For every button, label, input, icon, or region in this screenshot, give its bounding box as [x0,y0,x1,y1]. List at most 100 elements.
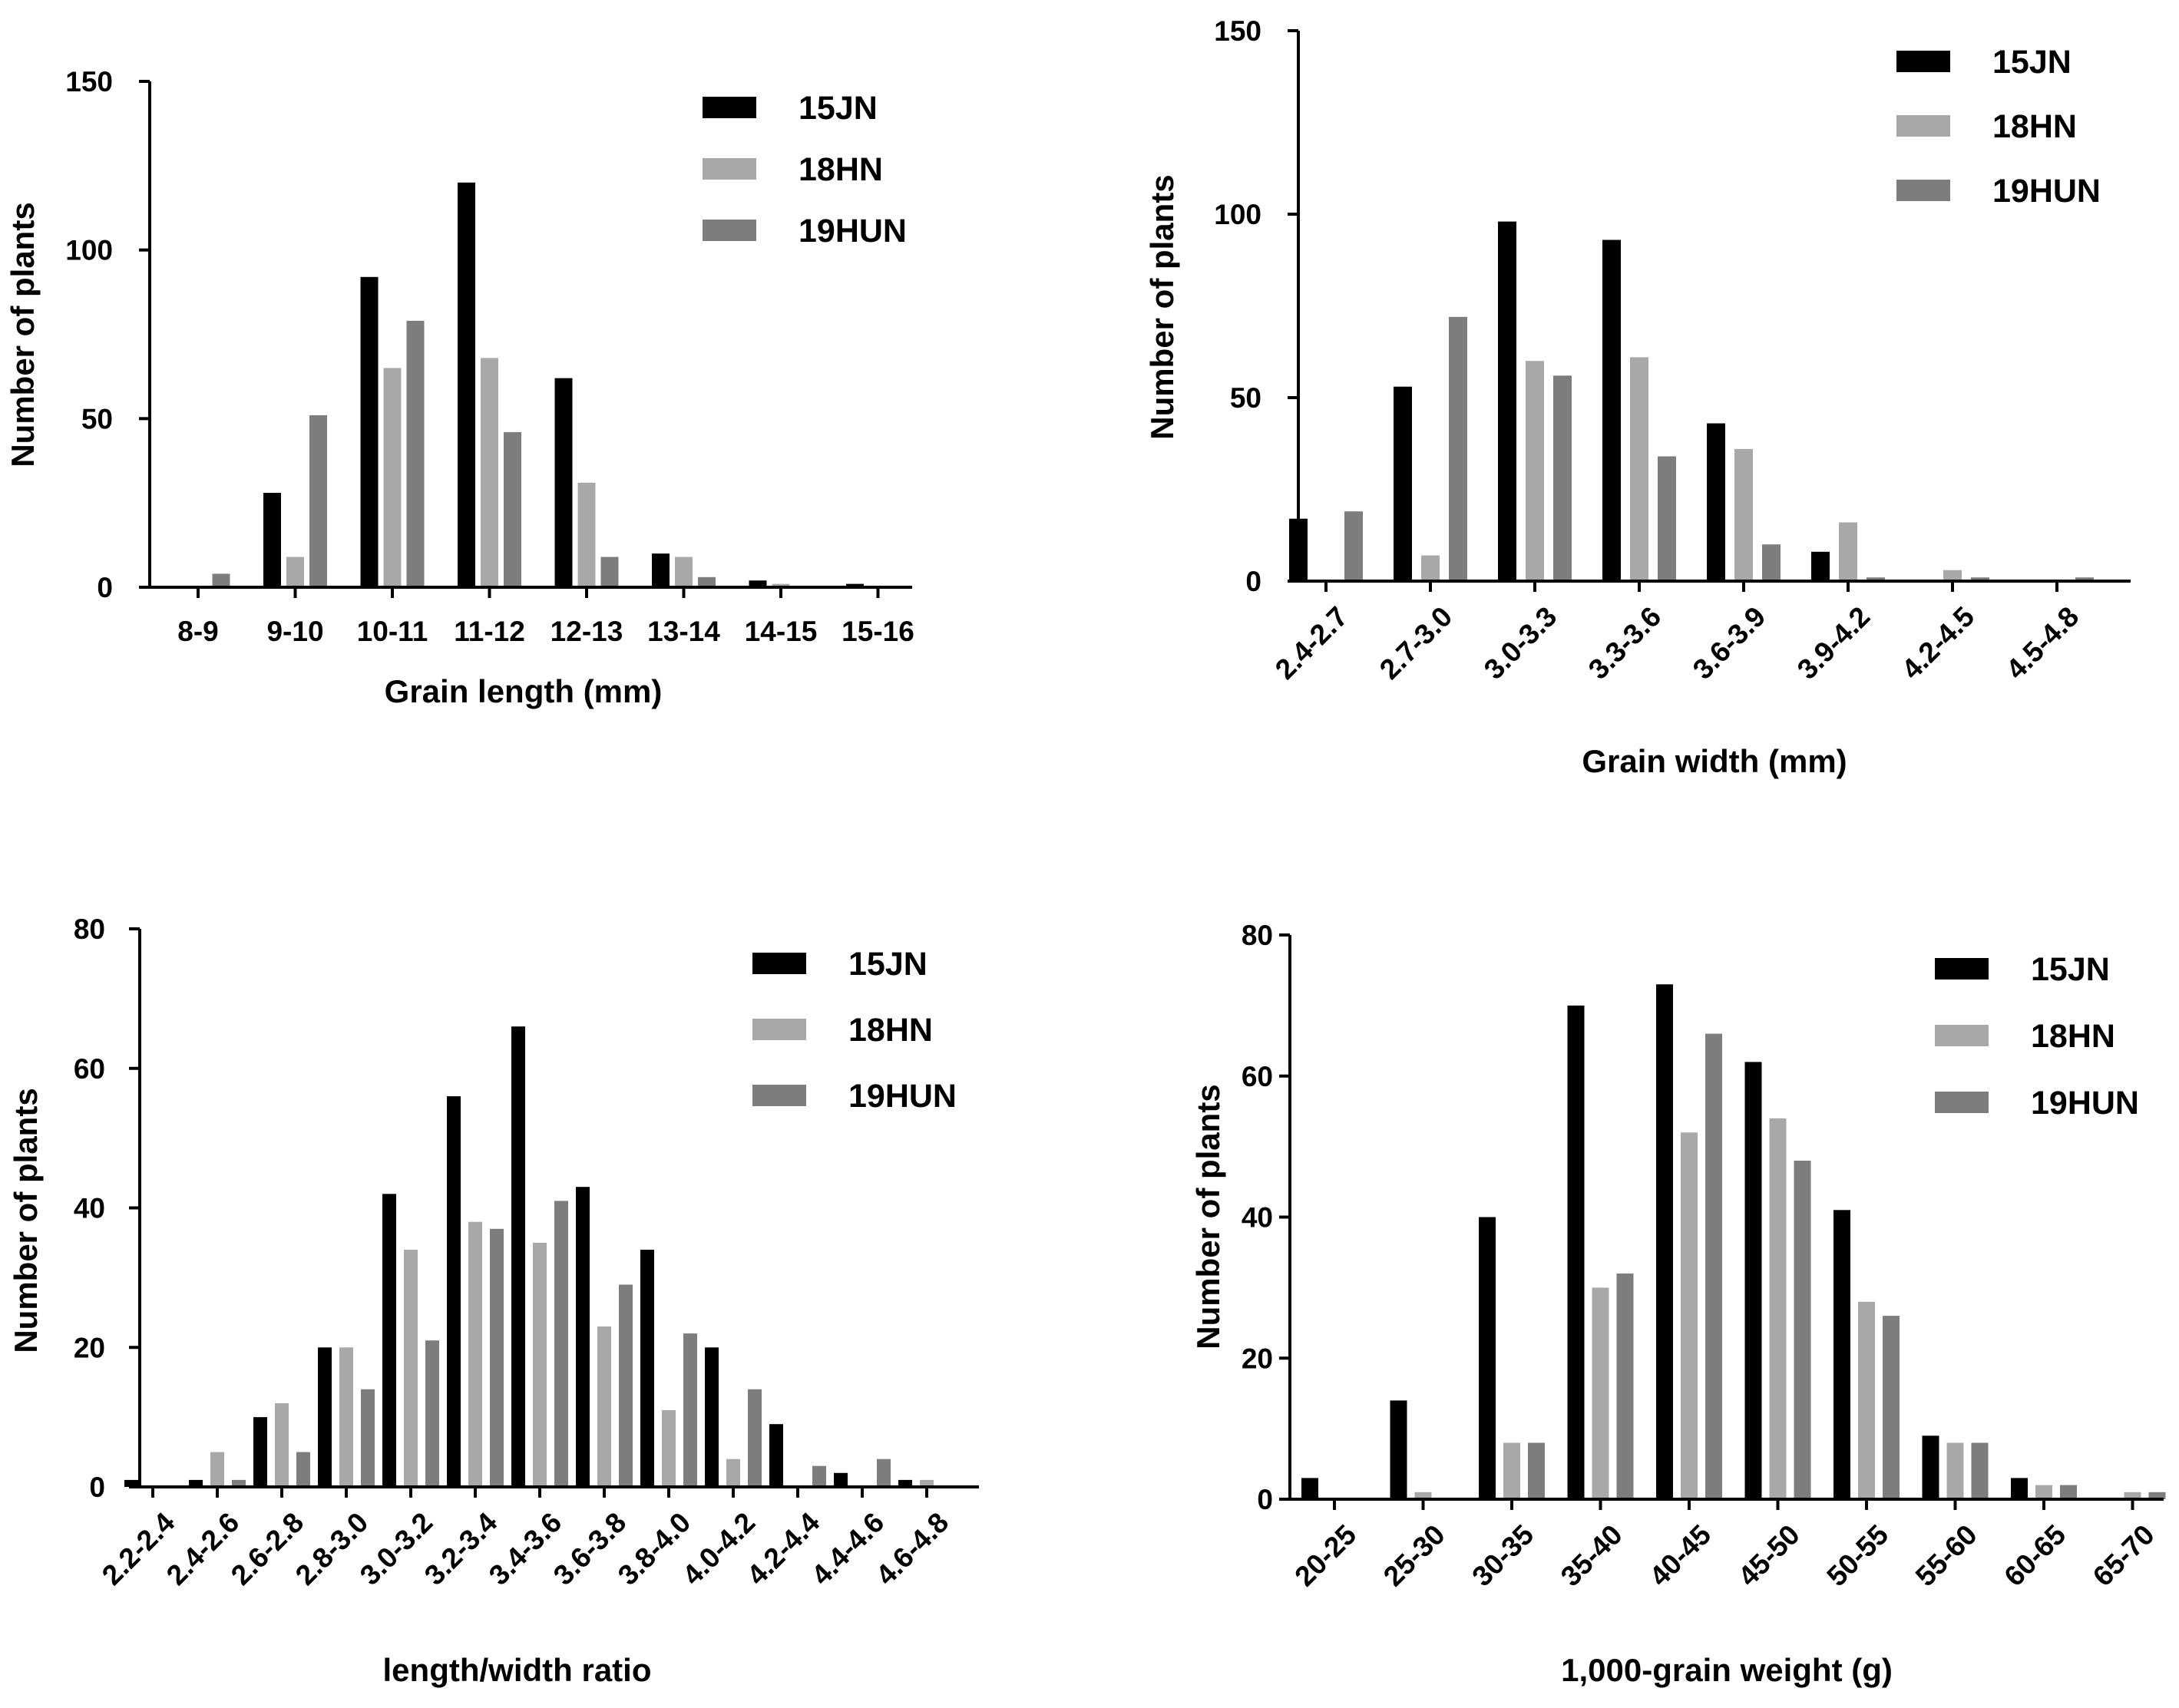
bar-18hn-3.9-4.2 [1839,522,1857,581]
bar-18hn-2.6-2.8 [275,1403,289,1487]
bar-18hn-40-45 [1681,1132,1698,1500]
legend-swatch-18hn [1896,115,1950,137]
bar-19hun-2.6-2.8 [296,1452,310,1487]
x-tick-label: 20-25 [1288,1518,1362,1592]
bar-15jn-4.4-4.6 [834,1472,848,1487]
bar-18hn-4.0-4.2 [726,1459,740,1487]
bar-19hun-2.8-3.0 [361,1389,375,1487]
legend-label-15jn: 15JN [1992,44,2072,81]
bar-15jn-50-55 [1833,1210,1850,1499]
x-tick-label: 2.2-2.4 [96,1506,181,1591]
legend: 15JN 18HN 19HUN [1935,951,2139,1122]
bar-19hun-2.7-3.0 [1449,316,1467,581]
x-tick-label: 8-9 [177,616,218,647]
bar-15jn-25-30 [1390,1400,1407,1499]
bar-18hn-3.2-3.4 [468,1221,482,1487]
bar-15jn-60-65 [2011,1478,2028,1499]
x-tick-label: 30-35 [1466,1518,1539,1592]
bar-15jn-2.2-2.4 [124,1479,138,1487]
x-tick-label: 14-15 [745,616,818,647]
panel-length-width-ratio: 0 20 40 60 80 2.2-2.42.4-2.62.6-2.82.8-3.03.0… [8,913,979,1688]
y-tick-label: 100 [1214,199,1261,230]
bar-19hun-35-40 [1616,1274,1634,1499]
legend-label-19hun: 19HUN [2031,1085,2139,1122]
bar-19hun-13-14 [698,576,716,587]
y-tick-label: 0 [89,1472,105,1503]
bar-15jn-3.0-3.2 [382,1194,396,1487]
bar-18hn-3.6-3.8 [597,1326,611,1487]
bar-15jn-15-16 [846,583,864,587]
y-tick-label: 60 [74,1053,105,1085]
x-tick-label: 65-70 [2087,1518,2161,1592]
bar-15jn-3.4-3.6 [511,1026,525,1487]
x-tick-label: 12-13 [551,616,623,647]
bar-18hn-2.8-3.0 [339,1347,353,1488]
bar-15jn-10-11 [360,276,379,587]
bar-19hun-4.5-4.8 [2075,577,2094,581]
bar-19hun-55-60 [1971,1442,1989,1499]
bar-18hn-12-13 [577,482,596,587]
bar-18hn-14-15 [772,583,790,587]
x-tick-label: 3.0-3.3 [1478,600,1562,685]
x-tick-label: 4.5-4.8 [2000,600,2085,685]
x-tick-label: 3.9-4.2 [1791,600,1876,685]
bar-15jn-4.2-4.4 [769,1424,783,1487]
bar-19hun-11-12 [504,431,521,587]
panel-grain-width: 0 50 100 150 2.4-2.7 2.7-3.0 3.0-3.3 3.3-3.6 3.6… [1144,15,2131,779]
bar-18hn-25-30 [1414,1492,1432,1499]
legend-swatch-15jn [1935,958,1989,980]
y-tick-label: 40 [1242,1202,1273,1234]
bar-19hun-65-70 [2148,1492,2166,1499]
bar-15jn-2.4-2.6 [189,1479,203,1487]
bar-18hn-13-14 [675,557,693,587]
x-tick-label: 9-10 [266,616,323,647]
x-tick-label: 4.4-4.6 [805,1506,890,1591]
x-tick-label: 3.6-3.9 [1687,600,1771,685]
bar-19hun-3.9-4.2 [1867,577,1885,581]
bar-19hun-60-65 [2060,1485,2077,1499]
bar-15jn-2.6-2.8 [253,1417,267,1487]
bar-18hn-2.4-2.6 [210,1452,224,1487]
bar-15jn-2.8-3.0 [318,1347,332,1488]
x-tick-label: 35-40 [1555,1518,1628,1592]
legend-label-15jn: 15JN [848,946,927,983]
bar-18hn-60-65 [2035,1485,2052,1499]
bar-19hun-4.0-4.2 [748,1389,762,1487]
x-tick-label: 3.4-3.6 [483,1506,567,1591]
bar-19hun-4.2-4.5 [1971,577,1989,581]
bar-18hn-50-55 [1858,1301,1875,1500]
x-tick-label: 3.0-3.2 [354,1506,438,1591]
legend-swatch-19hun [1935,1092,1989,1113]
bar-19hun-4.4-4.6 [877,1459,891,1487]
bar-19hun-4.2-4.4 [812,1465,826,1487]
bar-19hun-12-13 [600,557,619,587]
legend-swatch-15jn [752,953,806,974]
bar-18hn-65-70 [2124,1492,2141,1499]
x-tick-label: 3.8-4.0 [612,1506,696,1591]
y-axis-title: Number of plants [1190,1084,1226,1349]
bar-18hn-3.0-3.3 [1526,361,1544,581]
y-axis-title: Number of plants [1144,174,1180,439]
bar-19hun-50-55 [1883,1316,1900,1499]
bar-15jn-3.8-4.0 [640,1250,654,1487]
x-tick-label: 2.4-2.6 [160,1506,245,1591]
x-tick-label: 4.2-4.5 [1896,600,1980,685]
bar-15jn-12-13 [554,378,573,587]
y-tick-label: 100 [65,235,113,266]
x-tick-label: 3.3-3.6 [1582,600,1667,685]
bar-15jn-3.6-3.8 [576,1187,590,1487]
y-tick-label: 20 [74,1332,105,1363]
legend: 15JN 18HN 19HUN [1896,44,2101,210]
x-tick-label: 4.2-4.4 [741,1506,826,1591]
legend-swatch-19hun [1896,180,1950,201]
bar-15jn-3.2-3.4 [447,1096,461,1487]
bar-18hn-4.2-4.5 [1943,570,1962,581]
x-tick-label: 45-50 [1732,1518,1806,1592]
legend: 15JN 18HN 19HUN [703,90,907,249]
bar-15jn-30-35 [1479,1217,1496,1499]
x-tick-label: 2.6-2.8 [225,1506,309,1591]
x-tick-label: 55-60 [1910,1518,1983,1592]
x-tick-label: 25-30 [1377,1518,1451,1592]
bar-19hun-3.6-3.8 [619,1284,633,1487]
